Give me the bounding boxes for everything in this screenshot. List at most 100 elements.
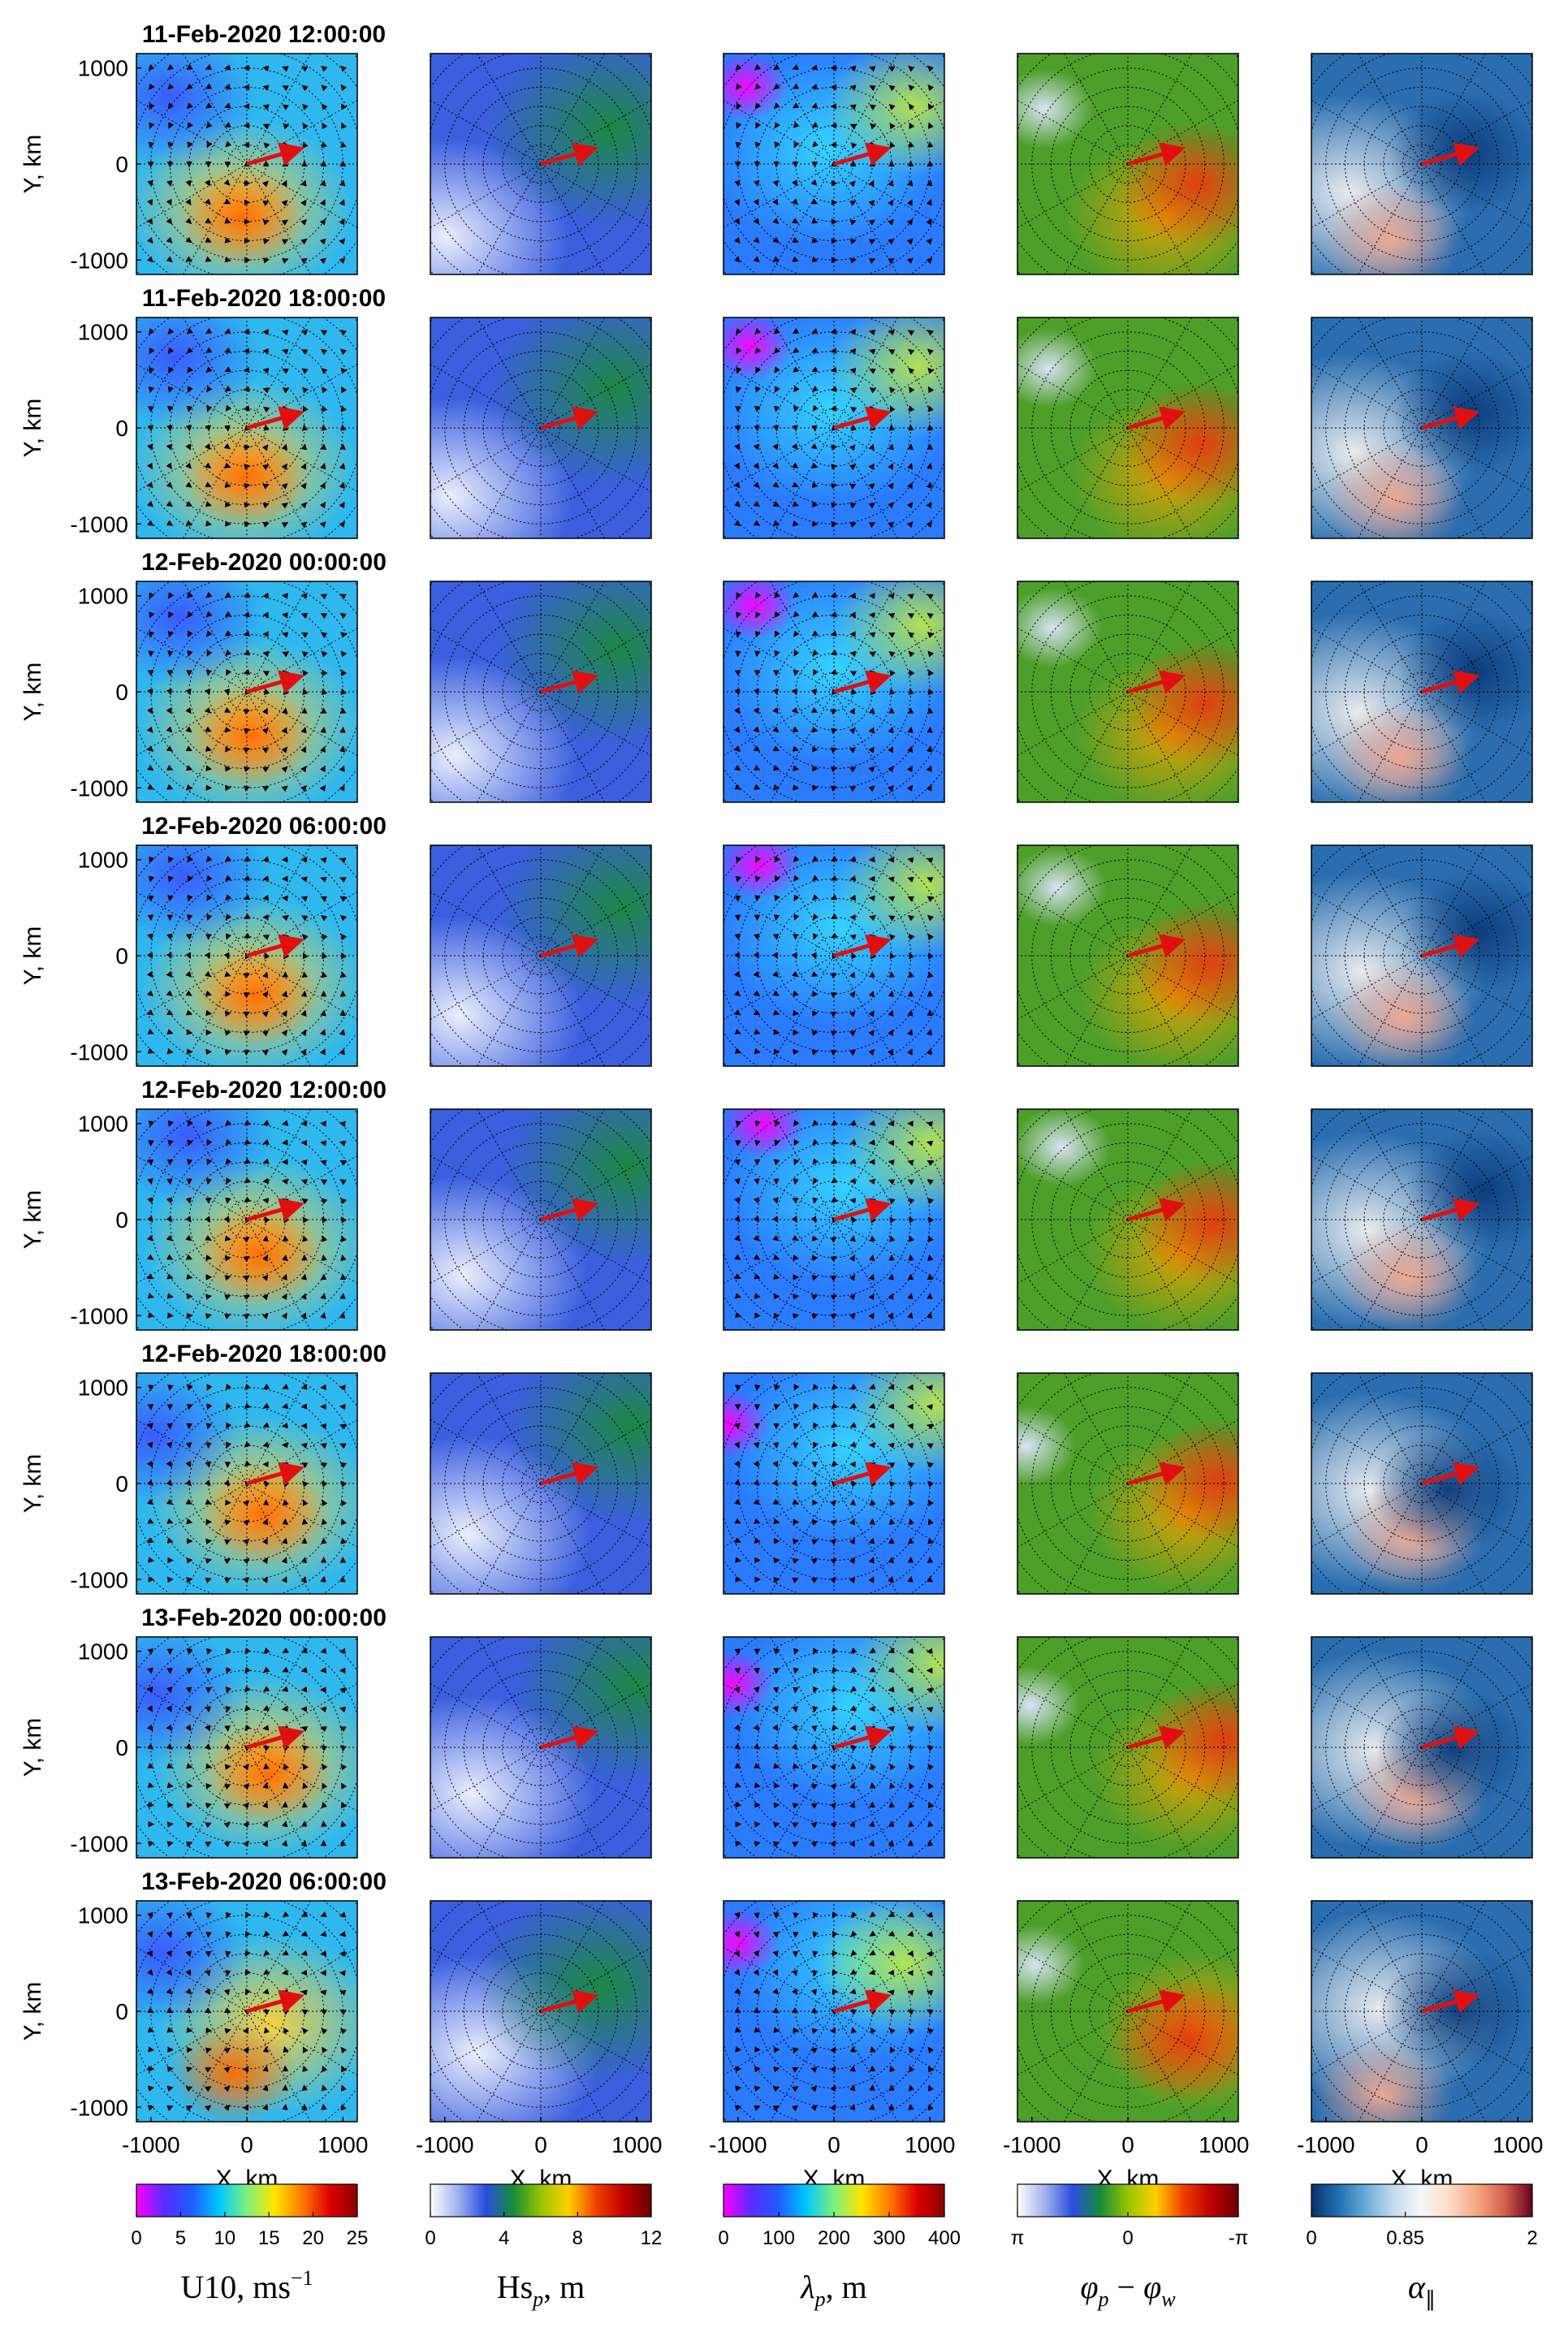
wind-vector (868, 1139, 875, 1146)
polar-grid-spoke (430, 163, 542, 229)
polar-grid-spoke (724, 427, 835, 493)
wind-vector (888, 482, 894, 490)
wind-vector (166, 236, 173, 244)
wind-vector (792, 425, 798, 432)
wind-vector (167, 630, 174, 638)
wind-vector (888, 387, 896, 394)
wind-vector (186, 1648, 193, 1656)
panel-frame (430, 317, 652, 539)
colorbar: 0 4 8 12 Hsp, m (425, 2183, 662, 2311)
wind-vector (792, 327, 800, 334)
wind-vector (186, 1403, 193, 1410)
wind-vector (243, 668, 251, 676)
wind-vector (224, 347, 231, 353)
wind-vector (888, 1518, 896, 1525)
wind-vector (773, 1159, 780, 1166)
wind-vector (166, 63, 175, 71)
y-axis-label: Y, km (19, 1190, 46, 1250)
wind-vector (849, 1725, 857, 1731)
wind-vector (753, 500, 760, 507)
wind-vector (888, 238, 895, 245)
wind-vector (733, 482, 741, 489)
polar-grid-spoke (1311, 427, 1423, 493)
panel-field-blob (136, 581, 267, 688)
wind-vector (753, 520, 761, 526)
wind-vector (831, 502, 838, 508)
wind-vector (261, 728, 269, 735)
wind-vector (300, 612, 309, 619)
panel-content (1311, 317, 1532, 538)
panel-row: 11-Feb-2020 18:00:00 Y, km 1000 0 -1000 (19, 285, 1533, 539)
wind-vector (907, 1423, 914, 1430)
wind-vector (205, 64, 212, 71)
wind-vector (263, 406, 270, 413)
wind-vector (187, 630, 193, 637)
wind-vector (223, 64, 231, 71)
wind-vector (340, 122, 347, 129)
wind-vector (735, 1121, 741, 1128)
wind-vector (830, 348, 837, 354)
polar-grid-circle (444, 67, 637, 261)
wind-vector (339, 348, 348, 356)
wind-vector (185, 218, 192, 225)
wind-vector (888, 746, 894, 754)
y-tick-label: 0 (115, 416, 128, 441)
wind-vector (773, 1648, 780, 1656)
wind-vector (263, 688, 270, 696)
wind-vector (166, 218, 173, 225)
wind-vector (243, 630, 251, 637)
wind-vector (830, 328, 837, 335)
wind-vector (168, 611, 175, 619)
wind-vector (888, 330, 896, 336)
storm-motion-arrow (246, 142, 305, 166)
wind-vector (148, 63, 155, 71)
wind-vector (811, 218, 819, 224)
colorbar-label-part: −1 (291, 2266, 313, 2290)
y-tick-label: -1000 (70, 512, 128, 537)
wind-vector (849, 592, 857, 599)
map-panel (430, 317, 652, 539)
wind-vector (339, 1931, 346, 1937)
wind-vector (339, 199, 345, 206)
x-tick-label: 1000 (317, 2132, 368, 2157)
map-panel (1311, 581, 1533, 803)
wind-vector (926, 1931, 933, 1937)
wind-vector (341, 386, 348, 394)
wind-vector (733, 500, 741, 507)
wind-vector (321, 688, 328, 696)
wind-vector (868, 219, 876, 226)
wind-vector (849, 786, 857, 792)
wind-vector (282, 104, 289, 110)
wind-vector (281, 522, 289, 529)
map-panel (723, 53, 945, 275)
y-tick-label: 1000 (78, 584, 128, 609)
row-timestamp-title: 11-Feb-2020 18:00:00 (142, 285, 386, 312)
wind-vector (772, 256, 780, 262)
wind-vector (205, 236, 212, 243)
polar-grid-spoke (724, 363, 835, 429)
panel-frame (430, 581, 652, 803)
wind-vector (754, 2066, 761, 2073)
wind-vector (811, 501, 819, 508)
row-timestamp-title: 12-Feb-2020 06:00:00 (141, 813, 387, 840)
wind-vector (868, 503, 875, 509)
wind-vector (830, 766, 838, 773)
polar-grid-spoke (769, 54, 835, 165)
panel-content (724, 581, 944, 802)
polar-grid-spoke (1063, 317, 1129, 429)
wind-vector (810, 179, 818, 186)
polar-grid-spoke (476, 317, 542, 429)
wind-vector (754, 83, 762, 90)
wind-vector (792, 482, 799, 488)
wind-vector (243, 592, 251, 598)
wind-vector (166, 1178, 173, 1185)
wind-vector (300, 1273, 308, 1280)
wind-vector (339, 1404, 346, 1410)
wind-vector (262, 521, 270, 528)
wind-vector (185, 425, 192, 432)
wind-vector (735, 2046, 742, 2053)
map-panel (1017, 53, 1239, 275)
wind-vector (320, 613, 328, 620)
map-panel (430, 581, 652, 803)
colorbar-tick-label: 25 (347, 2227, 369, 2249)
